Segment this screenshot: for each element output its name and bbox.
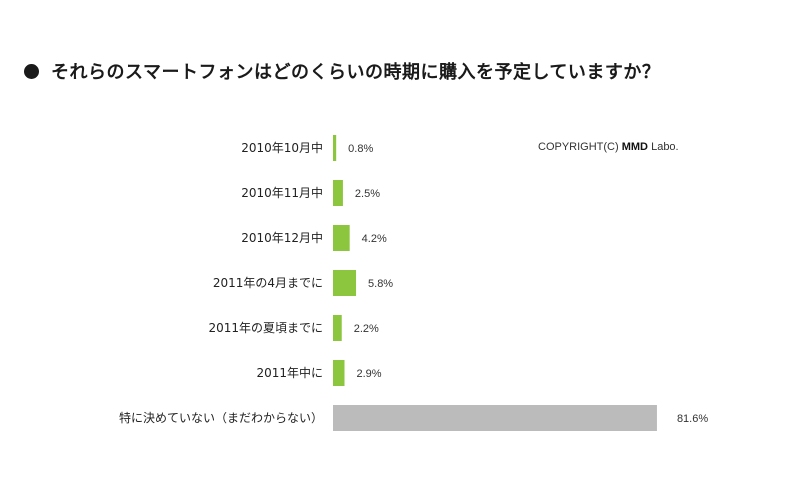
category-label: 特に決めていない（まだわからない）: [119, 410, 323, 425]
category-label: 2010年10月中: [241, 140, 323, 155]
bar: [333, 405, 657, 431]
category-label: 2011年の4月までに: [213, 276, 323, 290]
bar: [333, 180, 343, 206]
bullet-icon: [24, 63, 39, 79]
copyright-brand: MMD: [621, 141, 649, 153]
value-label: 5.8%: [368, 278, 393, 290]
copyright-prefix: COPYRIGHT(C): [538, 141, 619, 153]
category-label: 2010年11月中: [241, 185, 323, 200]
bar: [333, 270, 357, 296]
category-label: 2010年12月中: [241, 230, 323, 245]
value-label: 0.8%: [348, 143, 373, 155]
copyright-suffix: Labo.: [651, 141, 679, 153]
category-label: 2011年中に: [256, 365, 323, 380]
value-label: 2.2%: [354, 323, 379, 335]
chart-title: それらのスマートフォンはどのくらいの時期に購入を予定していますか？: [51, 62, 661, 83]
value-label: 81.6%: [677, 413, 708, 425]
bar: [333, 315, 342, 341]
bar: [333, 360, 345, 386]
bar: [333, 135, 337, 161]
bar: [333, 225, 350, 251]
chart-title-row: それらのスマートフォンはどのくらいの時期に購入を予定していますか？: [24, 56, 660, 86]
value-label: 2.5%: [355, 188, 380, 200]
copyright-notice: COPYRIGHT(C) MMD Labo.: [538, 141, 679, 153]
value-label: 2.9%: [357, 368, 382, 380]
category-label: 2011年の夏頃までに: [208, 321, 323, 335]
value-label: 4.2%: [362, 233, 387, 245]
